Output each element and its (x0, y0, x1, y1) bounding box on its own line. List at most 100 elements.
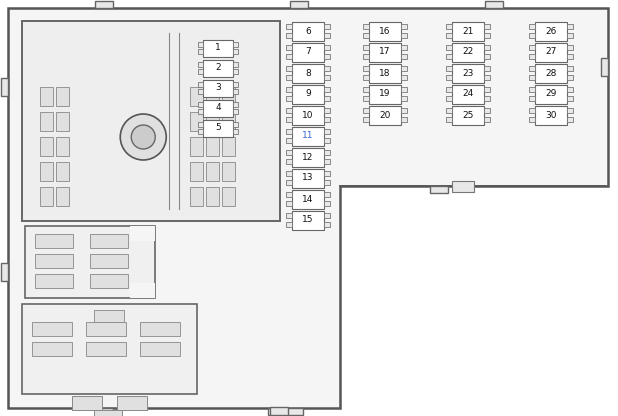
Bar (369, 64, 401, 82)
Bar (130, 226, 155, 241)
Bar (203, 59, 233, 77)
Bar (86, 342, 126, 356)
Bar (140, 322, 180, 336)
Text: 19: 19 (379, 89, 391, 99)
Text: 10: 10 (302, 111, 314, 119)
Bar (206, 137, 219, 156)
Text: 13: 13 (302, 173, 314, 183)
Text: 18: 18 (379, 69, 391, 77)
Bar (286, 180, 292, 185)
Bar (32, 342, 72, 356)
Bar (401, 54, 407, 59)
Bar (452, 22, 484, 40)
Bar (485, 1, 503, 8)
Bar (292, 84, 324, 104)
Bar (94, 410, 122, 416)
Bar (363, 108, 369, 114)
Bar (452, 64, 484, 82)
Bar (324, 74, 330, 80)
Bar (95, 408, 113, 415)
Bar (233, 69, 239, 74)
Text: 30: 30 (545, 111, 557, 119)
Bar (286, 158, 292, 164)
Bar (535, 64, 567, 82)
Bar (446, 24, 452, 30)
Bar (324, 45, 330, 50)
Bar (567, 54, 573, 59)
Text: 5: 5 (215, 124, 221, 133)
Bar (286, 192, 292, 198)
Bar (529, 54, 535, 59)
Bar (198, 109, 203, 114)
Bar (292, 168, 324, 188)
Bar (363, 74, 369, 80)
Bar (270, 407, 288, 415)
Bar (567, 87, 573, 92)
Bar (1, 263, 8, 281)
Text: 26: 26 (545, 27, 557, 35)
Bar (286, 54, 292, 59)
Bar (286, 32, 292, 38)
Bar (363, 66, 369, 72)
Bar (22, 304, 197, 394)
Bar (363, 24, 369, 30)
Bar (40, 87, 53, 106)
Bar (233, 62, 239, 67)
Bar (324, 192, 330, 198)
Bar (190, 87, 203, 106)
Bar (190, 112, 203, 131)
Bar (324, 32, 330, 38)
Bar (401, 32, 407, 38)
Bar (324, 221, 330, 227)
Bar (190, 162, 203, 181)
Bar (222, 112, 235, 131)
Text: 28: 28 (545, 69, 557, 77)
Bar (446, 66, 452, 72)
Bar (529, 32, 535, 38)
Bar (95, 1, 113, 8)
Bar (446, 96, 452, 101)
Bar (484, 74, 489, 80)
Bar (484, 66, 489, 72)
Bar (198, 62, 203, 67)
Bar (233, 50, 239, 54)
Bar (484, 24, 489, 30)
Bar (286, 138, 292, 143)
Text: 22: 22 (462, 47, 473, 57)
Bar (324, 66, 330, 72)
Bar (198, 42, 203, 47)
Bar (222, 187, 235, 206)
Text: 12: 12 (302, 153, 314, 161)
Bar (324, 138, 330, 143)
Bar (190, 187, 203, 206)
Bar (401, 24, 407, 30)
Bar (268, 408, 286, 415)
Bar (286, 201, 292, 206)
Bar (90, 274, 128, 288)
Bar (529, 66, 535, 72)
Bar (292, 190, 324, 208)
Text: 2: 2 (215, 64, 221, 72)
Bar (286, 66, 292, 72)
Bar (446, 116, 452, 122)
Bar (324, 108, 330, 114)
Text: 3: 3 (215, 84, 221, 92)
Text: 20: 20 (379, 111, 391, 119)
Bar (90, 234, 128, 248)
Text: 6: 6 (305, 27, 311, 35)
Bar (22, 21, 280, 221)
Bar (430, 186, 448, 193)
Bar (90, 254, 128, 268)
Bar (446, 32, 452, 38)
Bar (286, 45, 292, 50)
Text: 4: 4 (215, 104, 221, 112)
Bar (198, 82, 203, 87)
Text: 17: 17 (379, 47, 391, 57)
Bar (535, 106, 567, 124)
Bar (40, 137, 53, 156)
Text: 27: 27 (545, 47, 557, 57)
Bar (292, 148, 324, 166)
Bar (286, 24, 292, 30)
Bar (401, 45, 407, 50)
Bar (369, 42, 401, 62)
